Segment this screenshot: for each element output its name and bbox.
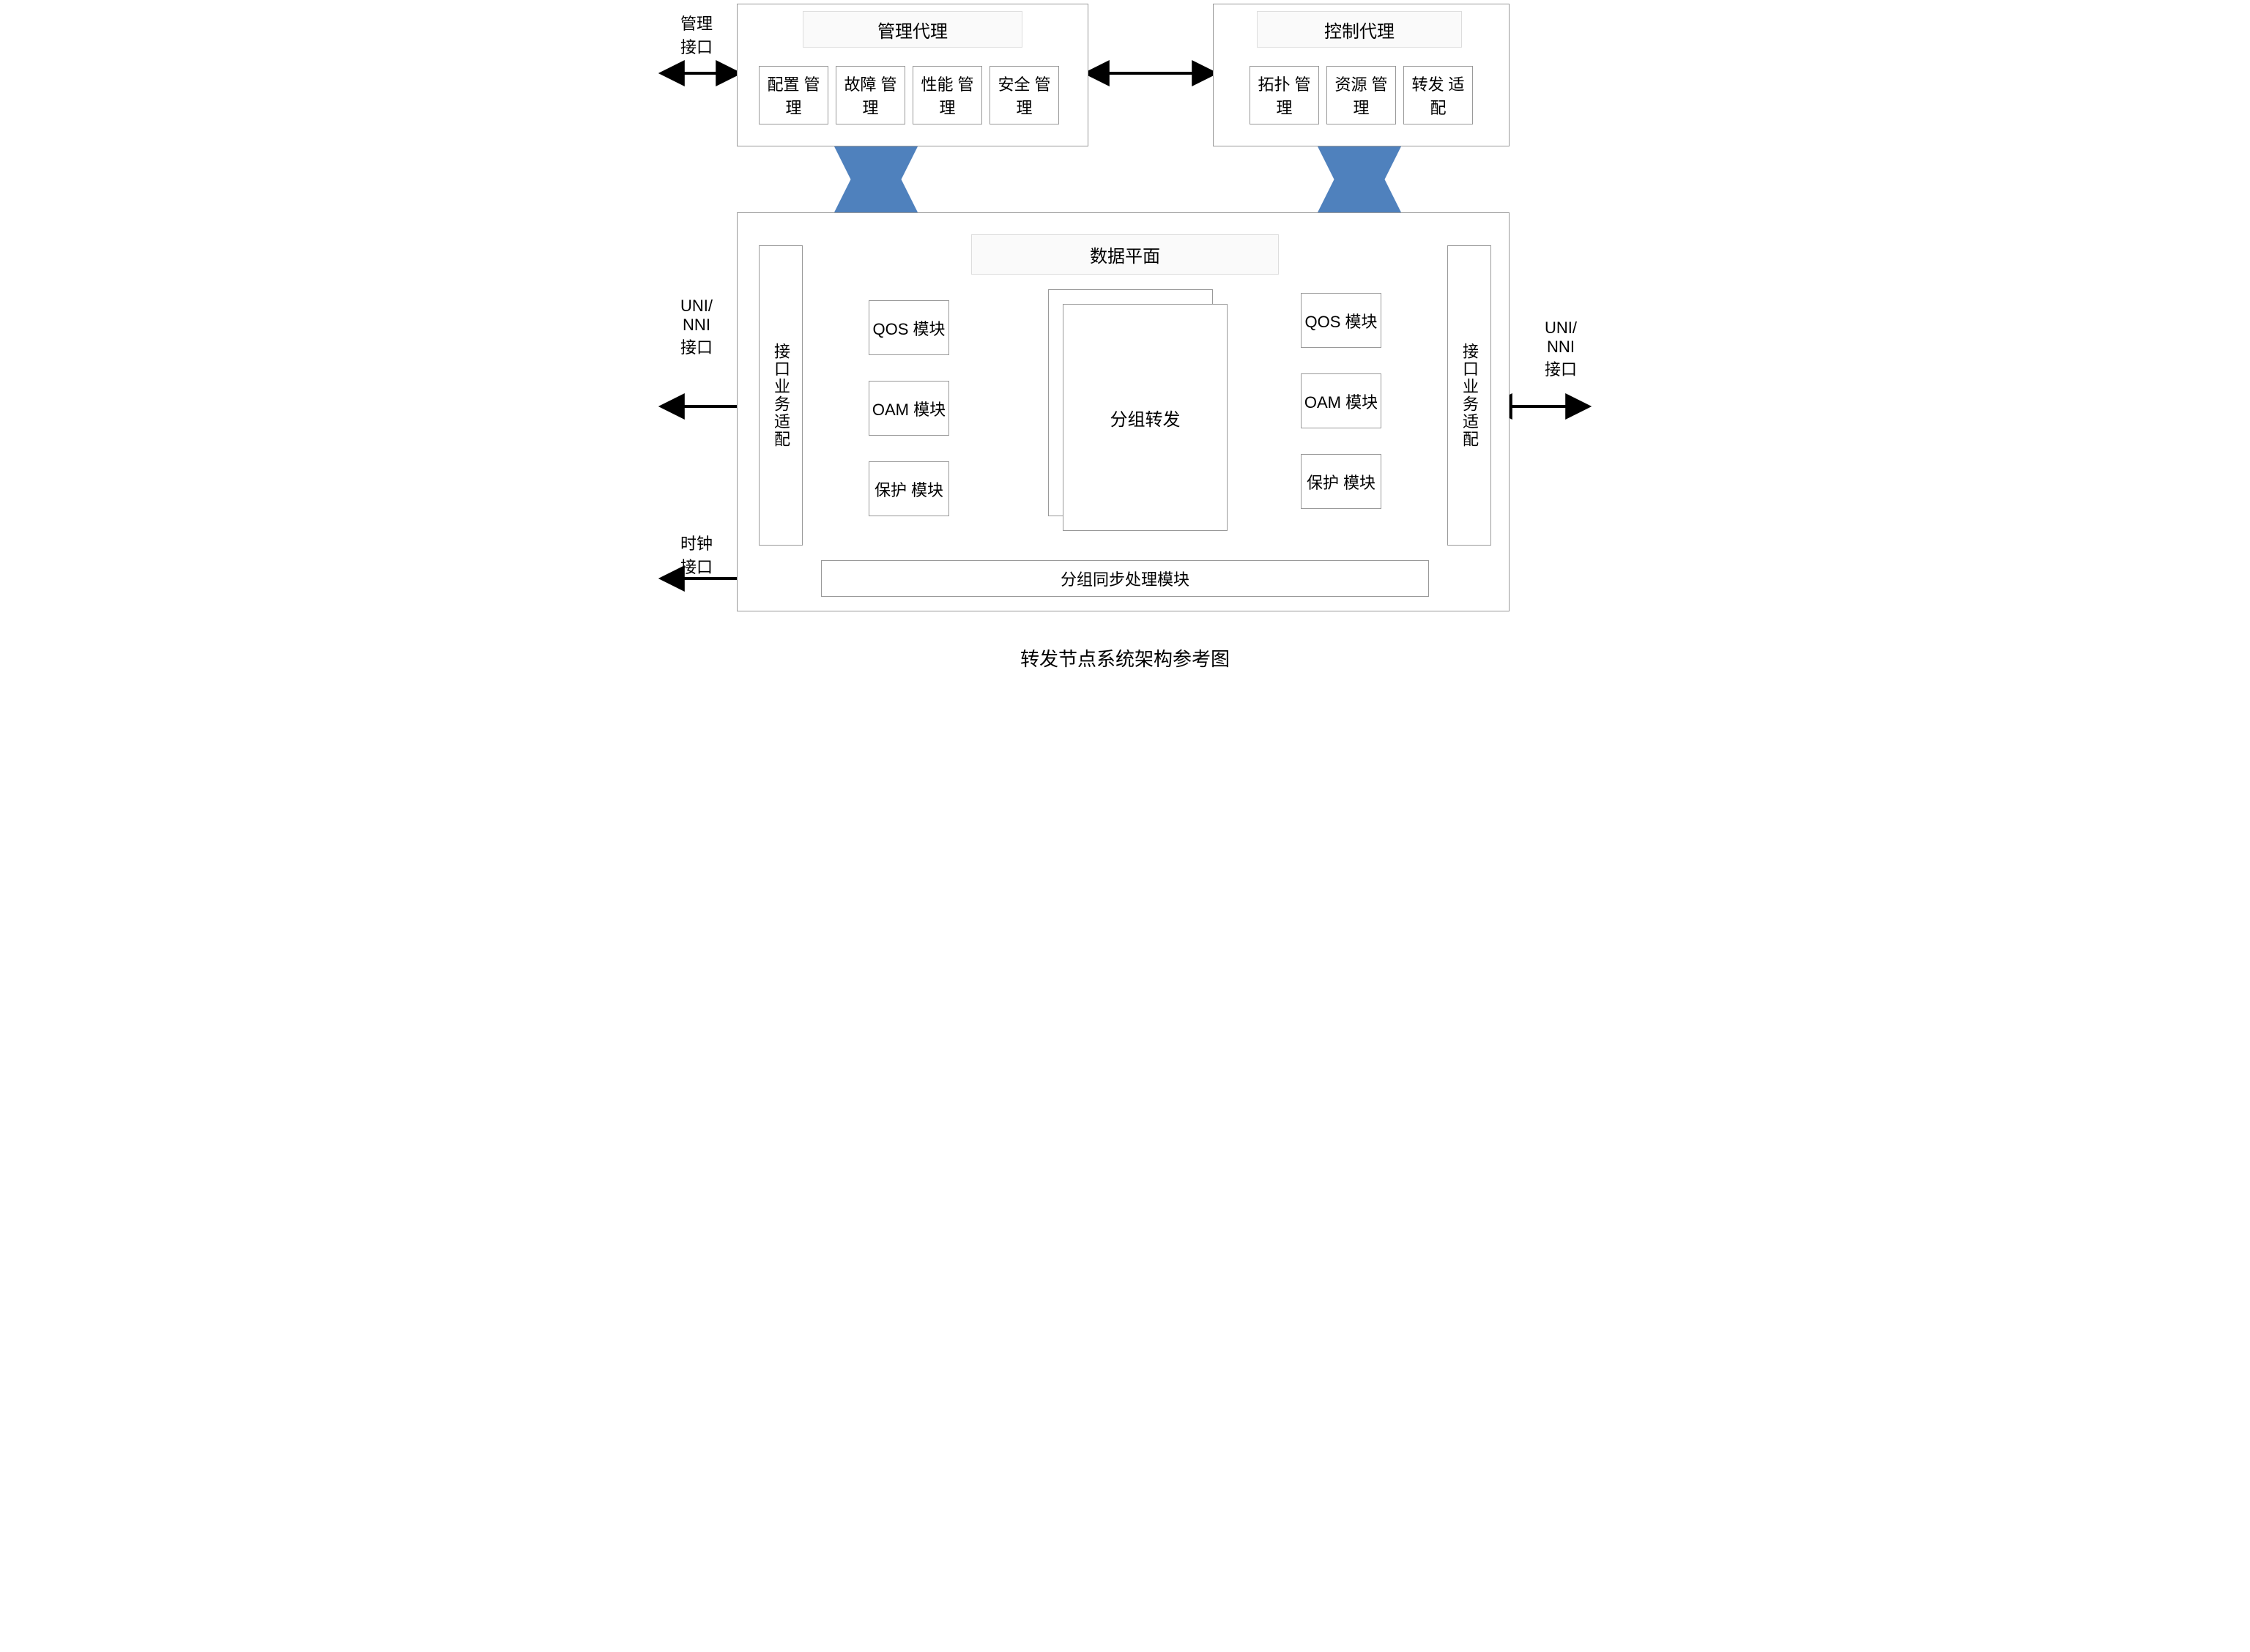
left-adapt: 接口业务适配 bbox=[759, 245, 803, 546]
mgmt-item-0: 配置 管理 bbox=[759, 66, 828, 124]
mgmt-item-1: 故障 管理 bbox=[836, 66, 905, 124]
label-uni-nni-left: UNI/ NNI 接口 bbox=[667, 297, 726, 358]
caption: 转发节点系统架构参考图 bbox=[656, 644, 1594, 671]
ctrl-item-2: 转发 适配 bbox=[1403, 66, 1473, 124]
right-mod-1: OAM 模块 bbox=[1301, 373, 1381, 428]
label-mgmt-if: 管理 接口 bbox=[671, 11, 722, 58]
ctrl-agent-title: 控制代理 bbox=[1257, 11, 1462, 48]
mgmt-item-2: 性能 管理 bbox=[913, 66, 982, 124]
label-clock-if: 时钟 接口 bbox=[671, 531, 722, 578]
left-mod-2: 保护 模块 bbox=[869, 461, 949, 516]
ctrl-item-1: 资源 管理 bbox=[1326, 66, 1396, 124]
label-uni-nni-right: UNI/ NNI 接口 bbox=[1531, 319, 1590, 380]
data-plane-title: 数据平面 bbox=[971, 234, 1279, 275]
right-adapt-text: 接口业务适配 bbox=[1458, 343, 1481, 448]
right-adapt: 接口业务适配 bbox=[1447, 245, 1491, 546]
right-mod-0: QOS 模块 bbox=[1301, 293, 1381, 348]
left-adapt-text: 接口业务适配 bbox=[769, 343, 792, 448]
left-mod-1: OAM 模块 bbox=[869, 381, 949, 436]
mgmt-item-3: 安全 管理 bbox=[990, 66, 1059, 124]
sync-module: 分组同步处理模块 bbox=[821, 560, 1429, 597]
forward-front: 分组转发 bbox=[1063, 304, 1228, 531]
mgmt-agent-title: 管理代理 bbox=[803, 11, 1022, 48]
right-mod-2: 保护 模块 bbox=[1301, 454, 1381, 509]
left-mod-0: QOS 模块 bbox=[869, 300, 949, 355]
ctrl-item-0: 拓扑 管理 bbox=[1250, 66, 1319, 124]
